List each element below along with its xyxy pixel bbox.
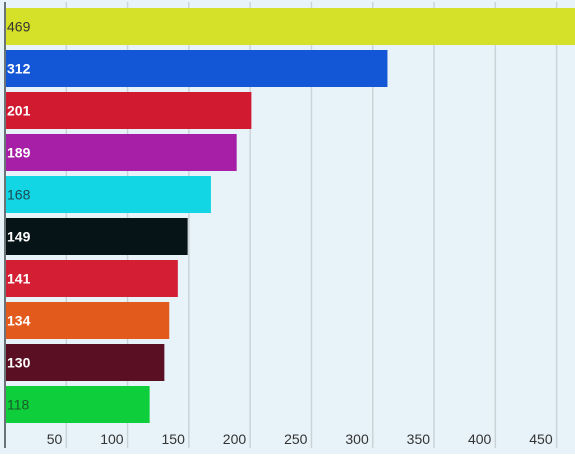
bar-6	[5, 260, 178, 297]
bar-value-label-3: 189	[7, 145, 31, 161]
x-tick-label-4: 250	[284, 431, 308, 447]
bar-7	[5, 302, 170, 339]
x-tick-label-2: 150	[162, 431, 186, 447]
bar-4	[5, 176, 211, 213]
bar-8	[5, 344, 165, 381]
bar-value-label-9: 118	[7, 397, 30, 413]
bar-5	[5, 218, 188, 255]
x-tick-label-3: 200	[223, 431, 247, 447]
bar-value-label-2: 201	[7, 103, 31, 119]
bar-value-label-0: 469	[7, 19, 31, 35]
x-tick-label-6: 350	[407, 431, 431, 447]
bar-value-label-7: 134	[7, 313, 31, 329]
axis: 50 100 150 200 250 300 350 400 450	[4, 2, 553, 448]
x-tick-label-8: 450	[529, 431, 553, 447]
bar-value-label-6: 141	[7, 271, 31, 287]
bar-0	[5, 8, 575, 45]
bars: 469 312 201 189 168 149 141 134 130 118	[5, 8, 575, 423]
bar-9	[5, 386, 150, 423]
bar-value-label-4: 168	[7, 187, 31, 203]
bar-1	[5, 50, 388, 87]
x-tick-label-0: 50	[47, 431, 63, 447]
x-tick-label-5: 300	[345, 431, 369, 447]
bar-2	[5, 92, 252, 129]
bar-value-label-1: 312	[7, 61, 31, 77]
x-tick-label-7: 400	[468, 431, 492, 447]
x-tick-label-1: 100	[100, 431, 124, 447]
bar-value-label-5: 149	[7, 229, 31, 245]
bar-3	[5, 134, 237, 171]
bar-value-label-8: 130	[7, 355, 31, 371]
